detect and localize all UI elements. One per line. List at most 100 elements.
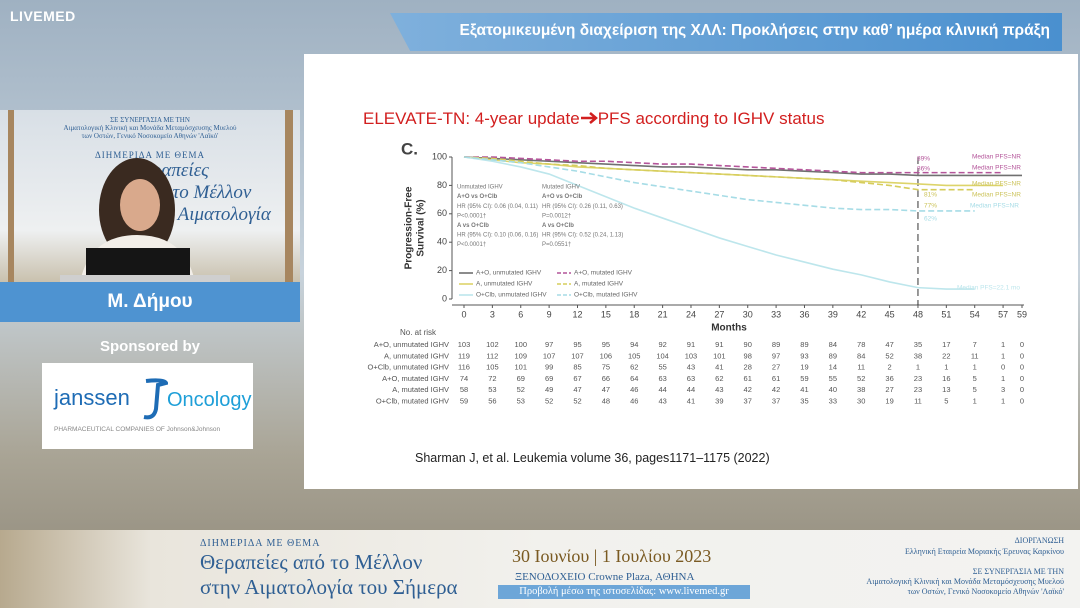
risk-value: 46	[630, 396, 638, 405]
series-line	[463, 156, 975, 290]
annotation: 81%	[924, 192, 937, 199]
risk-value: 55	[829, 374, 837, 383]
risk-value: 69	[545, 374, 553, 383]
risk-value: 1	[973, 363, 977, 372]
risk-value: 95	[573, 340, 581, 349]
risk-value: 116	[458, 363, 470, 372]
y-tick-label: 100	[432, 151, 447, 161]
brand-mark-path	[143, 378, 168, 420]
risk-value: 13	[942, 385, 950, 394]
x-tick-label: 12	[572, 309, 582, 319]
risk-value: 103	[458, 340, 471, 349]
risk-value: 30	[857, 396, 865, 405]
slide-title-left: ELEVATE-TN: 4-year update	[363, 109, 580, 128]
legend-label: O+Clb, mutated IGHV	[574, 292, 638, 299]
risk-value: 72	[488, 374, 496, 383]
risk-value: 40	[829, 385, 837, 394]
risk-value: 3	[1001, 385, 1005, 394]
risk-value: 119	[458, 351, 470, 360]
hr-text: HR (95% CI): 0.26 (0.11, 0.63)	[542, 204, 623, 210]
risk-value: 38	[914, 351, 922, 360]
risk-value: 2	[888, 363, 892, 372]
backdrop-text: Αιματολογική Κλινική και Μονάδα Μεταμόσχ…	[63, 124, 237, 132]
risk-value: 61	[772, 374, 780, 383]
risk-value: 67	[573, 374, 581, 383]
hr-text: Unmutated IGHV	[457, 185, 503, 191]
risk-value: 75	[602, 363, 610, 372]
risk-value: 1	[944, 363, 948, 372]
risk-value: 0	[1020, 363, 1024, 372]
banner-pole	[285, 110, 293, 282]
x-tick-label: 3	[490, 309, 495, 319]
hr-text: HR (95% CI): 0.52 (0.24, 1.13)	[542, 233, 623, 239]
risk-value: 5	[944, 396, 948, 405]
risk-value: 107	[571, 351, 584, 360]
desk	[60, 275, 230, 282]
risk-value: 0	[1020, 385, 1024, 394]
risk-label: O+Clb, unmutated IGHV	[368, 363, 450, 372]
risk-value: 109	[514, 351, 527, 360]
risk-value: 37	[744, 396, 752, 405]
y-axis-label: Survival (%)	[416, 199, 427, 256]
risk-value: 69	[517, 374, 525, 383]
slide: ELEVATE-TN: 4-year update PFS according t…	[304, 54, 1078, 489]
risk-value: 23	[914, 385, 922, 394]
risk-value: 27	[885, 385, 893, 394]
x-tick-label: 51	[941, 309, 951, 319]
risk-value: 101	[713, 351, 726, 360]
risk-label: A, unmutated IGHV	[384, 351, 449, 360]
risk-value: 59	[460, 396, 468, 405]
risk-value: 62	[715, 374, 723, 383]
risk-value: 56	[488, 396, 496, 405]
x-axis-label: Months	[711, 323, 747, 334]
risk-value: 0	[1020, 374, 1024, 383]
risk-value: 91	[715, 340, 723, 349]
risk-value: 53	[488, 385, 496, 394]
risk-label: O+Clb, mutated IGHV	[376, 396, 449, 405]
brand: janssen	[54, 385, 130, 410]
slide-title: ELEVATE-TN: 4-year update PFS according t…	[363, 109, 824, 129]
risk-value: 43	[658, 396, 666, 405]
x-tick-label: 45	[885, 309, 895, 319]
risk-title: No. at risk	[400, 328, 437, 337]
risk-value: 19	[800, 363, 808, 372]
risk-value: 11	[914, 396, 922, 405]
tagline: PHARMACEUTICAL COMPANIES OF Johnson&John…	[54, 426, 221, 433]
speaker-figure	[8, 110, 293, 282]
sponsor-logo: janssen Oncology PHARMACEUTICAL COMPANIE…	[42, 363, 253, 449]
hr-text: Mutated IGHV	[542, 185, 580, 191]
risk-value: 44	[658, 385, 666, 394]
risk-value: 61	[744, 374, 752, 383]
risk-value: 0	[1020, 340, 1024, 349]
risk-value: 41	[715, 363, 723, 372]
hr-text: P<0.0001†	[457, 242, 486, 248]
risk-label: A+O, mutated IGHV	[382, 374, 449, 383]
annotation: Median PFS=NR	[970, 203, 1019, 210]
livemed-logo: LIVEMED	[10, 8, 76, 24]
legend-label: A+O, unmutated IGHV	[476, 270, 542, 277]
risk-value: 19	[885, 396, 893, 405]
hr-text: HR (95% CI): 0.06 (0.04, 0.11)	[457, 204, 538, 210]
risk-value: 0	[1001, 363, 1005, 372]
footer-web: Προβολή μέσω της ιστοσελίδας: www.liveme…	[498, 585, 750, 599]
risk-value: 17	[942, 340, 950, 349]
risk-value: 97	[545, 340, 553, 349]
risk-value: 1	[916, 363, 920, 372]
risk-value: 58	[460, 385, 468, 394]
risk-value: 41	[687, 396, 695, 405]
footer-org: Ελληνική Εταιρεία Μοριακής Έρευνας Καρκί…	[905, 547, 1064, 556]
risk-value: 43	[715, 385, 723, 394]
brand-mark	[143, 378, 168, 420]
risk-value: 47	[602, 385, 610, 394]
risk-value: 89	[800, 340, 808, 349]
risk-value: 7	[973, 340, 977, 349]
risk-value: 103	[685, 351, 698, 360]
risk-value: 55	[658, 363, 666, 372]
risk-value: 42	[772, 385, 780, 394]
risk-value: 1	[973, 396, 977, 405]
footer-coop: των Οστών, Γενικό Νοσοκομείο Αθηνών 'Λαϊ…	[907, 587, 1064, 596]
footer-coop: Αιματολογική Κλινική και Μονάδα Μεταμόσχ…	[866, 577, 1064, 586]
x-tick-label: 54	[970, 309, 980, 319]
risk-value: 11	[857, 363, 865, 372]
